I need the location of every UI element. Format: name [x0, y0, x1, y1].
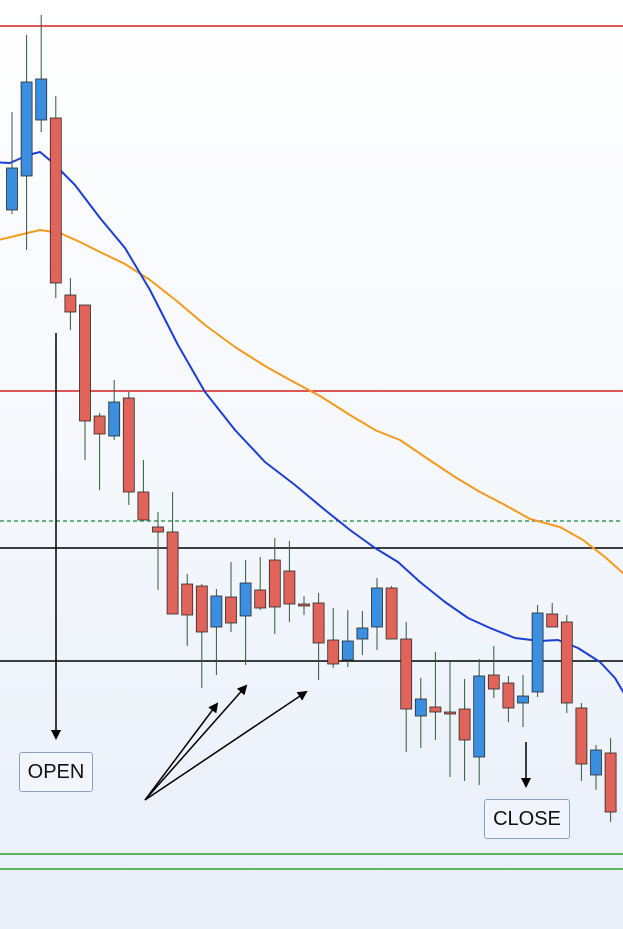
- candle: [517, 675, 529, 727]
- candle: [268, 538, 281, 634]
- candle: [327, 608, 340, 668]
- candle-body: [137, 491, 150, 521]
- candle-body: [473, 675, 486, 758]
- candle-body: [20, 81, 33, 177]
- candle: [590, 745, 602, 790]
- candle: [444, 662, 456, 777]
- candle: [49, 96, 62, 298]
- candle-body: [166, 531, 179, 615]
- horizontal-levels: [0, 25, 623, 870]
- pointer-arrow-1: [144, 702, 219, 801]
- candle-body: [122, 397, 135, 493]
- candle: [137, 460, 150, 521]
- candle: [108, 380, 121, 440]
- candle: [79, 304, 91, 460]
- candle: [20, 35, 33, 250]
- candle-body: [49, 117, 62, 284]
- candle-body: [575, 707, 588, 765]
- candle: [356, 611, 369, 655]
- candle-body: [546, 613, 559, 628]
- candle: [195, 584, 208, 688]
- candle-body: [487, 674, 500, 690]
- candle-body: [444, 711, 456, 715]
- candle-body: [341, 640, 354, 661]
- candle-body: [414, 698, 427, 717]
- candle-body: [458, 708, 471, 741]
- open-label: OPEN: [19, 752, 93, 792]
- pointer-arrow-2: [144, 684, 248, 801]
- candle: [502, 676, 515, 722]
- ma-fast-line: [0, 151, 623, 694]
- candle-body: [210, 595, 223, 628]
- candle-body: [385, 587, 398, 640]
- candle-body: [268, 559, 281, 608]
- candle: [225, 562, 237, 632]
- candle-body: [108, 401, 121, 437]
- candle-body: [327, 639, 340, 665]
- candle-body: [254, 589, 267, 609]
- candle: [312, 593, 325, 680]
- candle: [93, 413, 106, 490]
- candle: [575, 703, 588, 781]
- candle: [35, 15, 48, 132]
- pointer-arrow-3: [144, 690, 308, 801]
- candle: [487, 646, 500, 698]
- candles: [6, 15, 617, 822]
- candle-body: [400, 638, 413, 710]
- candle: [400, 622, 413, 752]
- candle-body: [371, 587, 383, 628]
- candle: [64, 278, 77, 330]
- candle: [341, 610, 354, 667]
- candle-body: [64, 294, 77, 313]
- candle-body: [181, 583, 194, 616]
- candle-body: [6, 167, 18, 211]
- candle-body: [312, 602, 325, 644]
- candle-body: [93, 415, 106, 435]
- candle: [458, 679, 471, 781]
- candle: [414, 678, 427, 748]
- candle: [152, 512, 164, 590]
- candle-body: [590, 749, 602, 776]
- candle: [181, 574, 194, 646]
- candle: [546, 603, 559, 628]
- candle: [385, 586, 398, 640]
- candle-body: [502, 682, 515, 709]
- candle-body: [517, 695, 529, 704]
- close-label: CLOSE: [484, 799, 570, 839]
- candle: [210, 589, 223, 675]
- candle-body: [79, 304, 91, 422]
- candle-body: [356, 627, 369, 640]
- ma-slow-line: [0, 229, 623, 575]
- candle: [239, 560, 252, 665]
- candle: [560, 615, 573, 713]
- candle-body: [225, 596, 237, 624]
- candle-body: [531, 612, 544, 693]
- candle-body: [152, 526, 164, 533]
- candle-body: [560, 621, 573, 704]
- candle: [166, 492, 179, 615]
- candle-body: [239, 582, 252, 617]
- candle: [283, 541, 296, 622]
- candle: [473, 659, 486, 785]
- candle: [298, 596, 310, 615]
- candle: [604, 738, 617, 822]
- candle-body: [283, 570, 296, 605]
- moving-averages: [0, 151, 623, 694]
- candle: [254, 557, 267, 610]
- candle-body: [195, 585, 208, 633]
- candle-body: [35, 78, 48, 121]
- candle-body: [298, 603, 310, 607]
- candle-body: [604, 752, 617, 813]
- candle: [6, 112, 18, 214]
- candle: [122, 392, 135, 505]
- candle: [531, 605, 544, 697]
- candle: [429, 652, 442, 740]
- annotation-arrows: [51, 333, 531, 801]
- candle-body: [429, 706, 442, 713]
- candle: [371, 578, 383, 650]
